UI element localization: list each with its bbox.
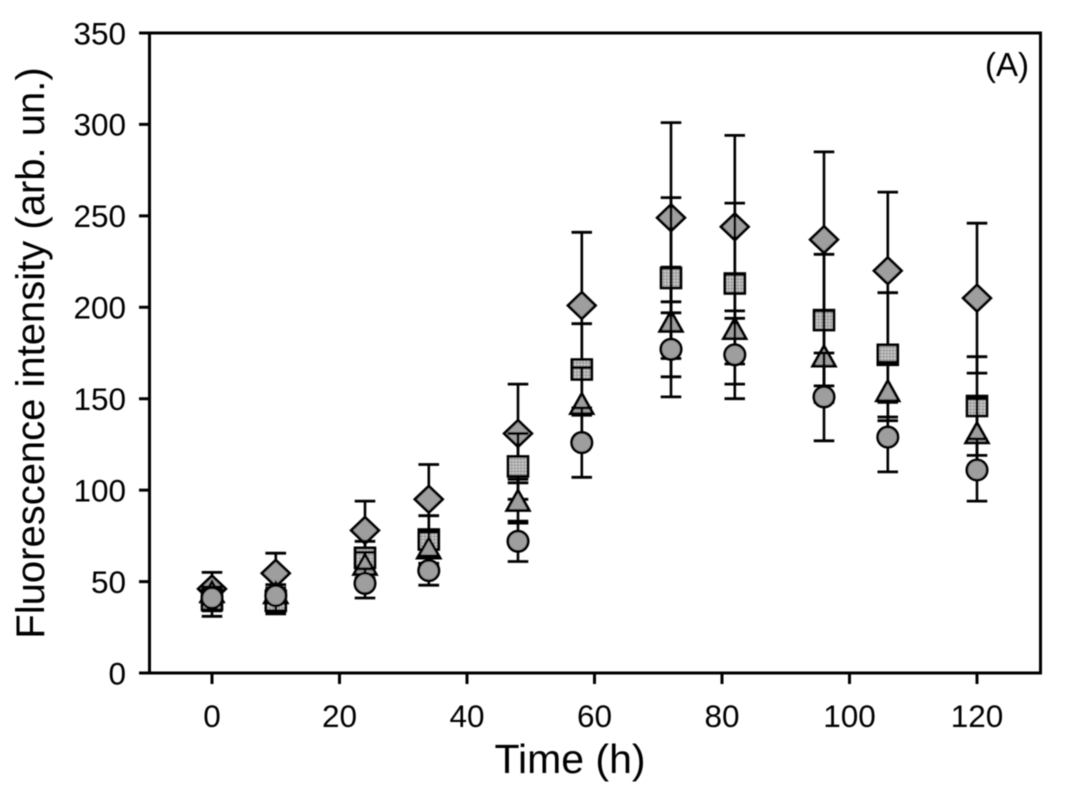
svg-text:350: 350: [73, 15, 126, 51]
svg-text:(A): (A): [985, 46, 1029, 83]
svg-text:20: 20: [322, 698, 357, 734]
svg-text:0: 0: [108, 655, 126, 691]
svg-text:120: 120: [951, 698, 1004, 734]
svg-text:300: 300: [73, 107, 126, 143]
svg-text:80: 80: [704, 698, 739, 734]
svg-text:250: 250: [73, 198, 126, 234]
svg-text:60: 60: [577, 698, 612, 734]
svg-text:100: 100: [823, 698, 876, 734]
svg-text:50: 50: [91, 564, 126, 600]
svg-text:40: 40: [449, 698, 484, 734]
svg-text:Time (h): Time (h): [494, 736, 645, 782]
svg-text:150: 150: [73, 381, 126, 417]
svg-text:100: 100: [73, 472, 126, 508]
svg-text:200: 200: [73, 290, 126, 326]
svg-text:0: 0: [203, 698, 221, 734]
svg-text:Fluorescence intensity (arb. u: Fluorescence intensity (arb. un.): [9, 67, 53, 638]
